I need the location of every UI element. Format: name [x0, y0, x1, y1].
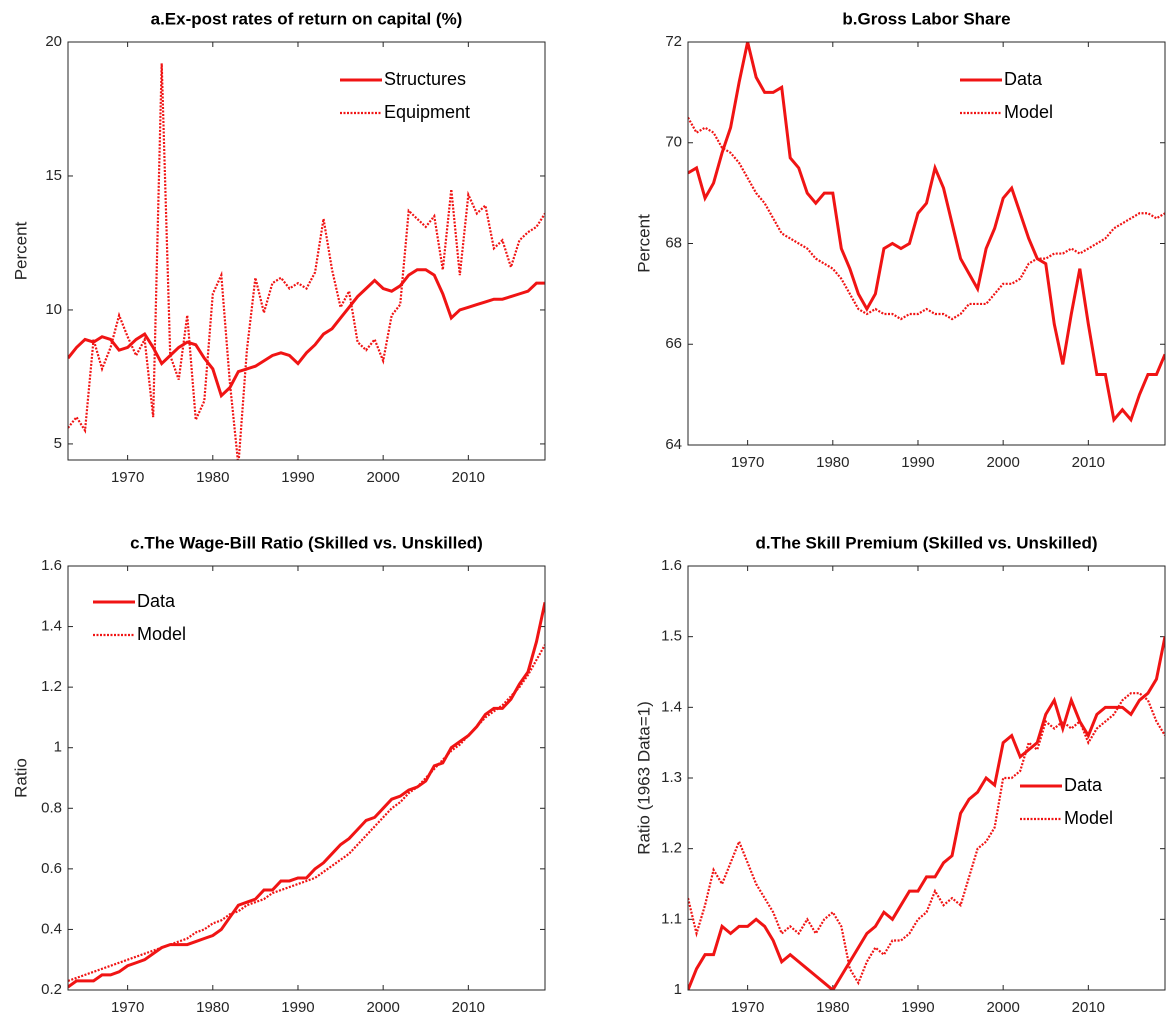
legend-label: Data [1064, 775, 1103, 795]
x-tick-label: 1970 [111, 999, 144, 1016]
axes-box [67, 41, 546, 461]
y-axis-label: Percent [11, 221, 30, 280]
axes-box [687, 41, 1166, 446]
x-tick-label: 1990 [281, 469, 314, 486]
x-tick-label: 1990 [281, 999, 314, 1016]
y-tick-label: 1.4 [661, 698, 682, 715]
y-tick-label: 0.2 [41, 981, 62, 998]
x-tick-label: 1970 [731, 999, 764, 1016]
x-tick-label: 2010 [452, 999, 485, 1016]
y-tick-label: 72 [665, 33, 682, 50]
data-line [688, 636, 1165, 990]
panel: a.Ex-post rates of return on capital (%)… [11, 9, 546, 486]
data-line [68, 63, 545, 460]
x-tick-label: 1980 [196, 469, 229, 486]
data-line [68, 602, 545, 989]
panel-title: d.The Skill Premium (Skilled vs. Unskill… [756, 533, 1098, 552]
panel: d.The Skill Premium (Skilled vs. Unskill… [634, 533, 1166, 1016]
y-tick-label: 1.6 [661, 557, 682, 574]
legend-label: Equipment [384, 102, 470, 122]
y-tick-label: 1.5 [661, 628, 682, 645]
y-tick-label: 0.4 [41, 920, 62, 937]
legend-label: Model [1064, 808, 1113, 828]
x-tick-label: 2010 [452, 469, 485, 486]
x-tick-label: 1970 [111, 469, 144, 486]
y-tick-label: 1.2 [661, 840, 682, 857]
y-tick-label: 1.6 [41, 557, 62, 574]
x-tick-label: 2000 [986, 454, 1019, 471]
y-tick-label: 1.1 [661, 910, 682, 927]
legend-label: Model [137, 624, 186, 644]
y-tick-label: 1.4 [41, 618, 62, 635]
y-tick-label: 10 [45, 301, 62, 318]
data-line [68, 268, 545, 399]
x-tick-label: 2010 [1072, 999, 1105, 1016]
panel: b.Gross Labor Share Percent 64 66 68 70 72 1970… [634, 9, 1166, 471]
y-tick-label: 1.2 [41, 678, 62, 695]
y-axis-label: Ratio [11, 758, 30, 798]
y-axis-label: Ratio (1963 Data=1) [634, 701, 653, 855]
x-tick-label: 2010 [1072, 454, 1105, 471]
legend-label: Structures [384, 69, 466, 89]
data-line [688, 692, 1165, 986]
y-tick-label: 20 [45, 33, 62, 50]
y-axis-label: Percent [634, 214, 653, 273]
data-line [68, 644, 545, 982]
x-tick-label: 2000 [366, 999, 399, 1016]
x-tick-label: 1990 [901, 454, 934, 471]
x-tick-label: 1990 [901, 999, 934, 1016]
y-tick-label: 0.6 [41, 860, 62, 877]
y-tick-label: 1 [674, 981, 682, 998]
y-tick-label: 64 [665, 436, 682, 453]
y-tick-label: 15 [45, 167, 62, 184]
panel-title: b.Gross Labor Share [842, 9, 1010, 28]
panel: c.The Wage-Bill Ratio (Skilled vs. Unski… [11, 533, 546, 1016]
y-tick-label: 1 [54, 739, 62, 756]
x-tick-label: 2000 [366, 469, 399, 486]
x-tick-label: 1980 [196, 999, 229, 1016]
axes-box [67, 565, 546, 991]
y-tick-label: 1.3 [661, 769, 682, 786]
y-tick-label: 70 [665, 134, 682, 151]
x-tick-label: 1980 [816, 454, 849, 471]
x-tick-label: 1980 [816, 999, 849, 1016]
data-line [688, 42, 1165, 424]
legend-label: Data [1004, 69, 1043, 89]
legend-label: Data [137, 591, 176, 611]
y-tick-label: 68 [665, 234, 682, 251]
y-tick-label: 0.8 [41, 799, 62, 816]
x-tick-label: 2000 [986, 999, 1019, 1016]
data-line [688, 117, 1165, 321]
x-tick-label: 1970 [731, 454, 764, 471]
y-tick-label: 66 [665, 335, 682, 352]
legend-label: Model [1004, 102, 1053, 122]
axes-box [687, 565, 1166, 991]
y-tick-label: 5 [54, 435, 62, 452]
panel-title: c.The Wage-Bill Ratio (Skilled vs. Unski… [130, 533, 483, 552]
panel-title: a.Ex-post rates of return on capital (%) [151, 9, 463, 28]
